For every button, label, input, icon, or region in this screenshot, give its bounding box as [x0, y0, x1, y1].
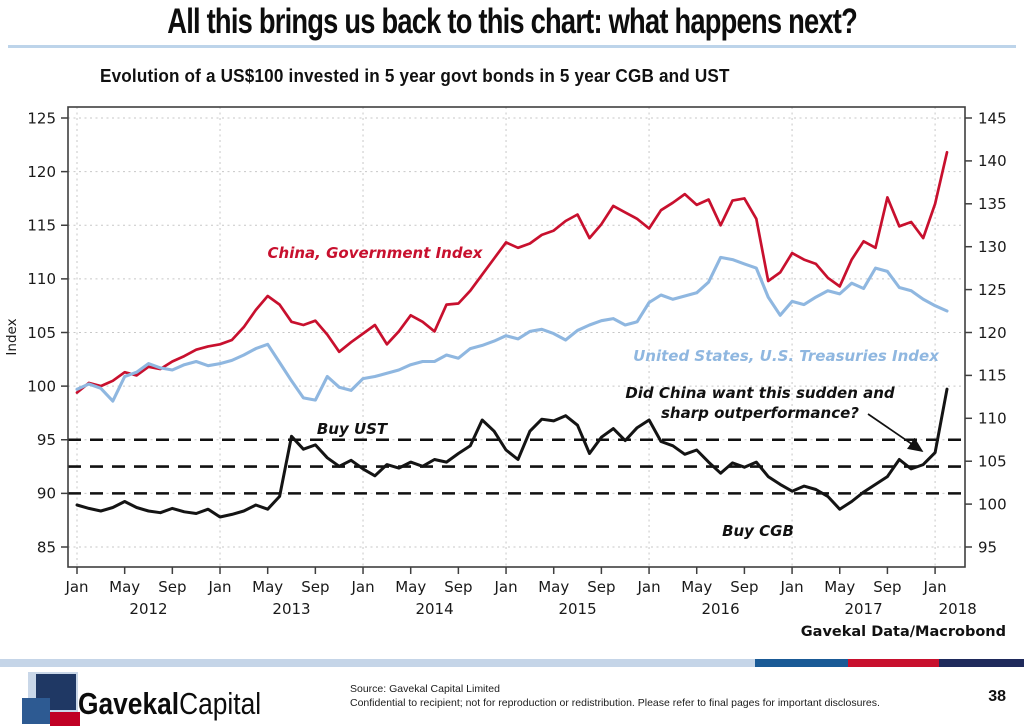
question-annotation-line1: Did China want this sudden and [625, 384, 895, 402]
page-number: 38 [988, 688, 1006, 705]
x-month-label: May [824, 578, 855, 596]
x-year-label: 2013 [272, 600, 310, 618]
x-year-label: 2018 [939, 600, 977, 618]
x-year-label: 2016 [701, 600, 739, 618]
question-annotation-line2: sharp outperformance? [661, 404, 859, 422]
logo-red-square [50, 712, 80, 726]
x-month-label: Sep [587, 578, 615, 596]
left-tick-label: 125 [27, 109, 56, 127]
data-credit: Gavekal Data/Macrobond [800, 624, 1006, 640]
x-month-label: Jan [207, 578, 231, 596]
footer-bar-segment [939, 659, 1024, 667]
left-tick-label: 100 [27, 377, 56, 395]
x-year-label: 2015 [558, 600, 596, 618]
title-divider [8, 45, 1016, 48]
right-tick-label: 125 [978, 281, 1007, 299]
right-tick-label: 115 [978, 367, 1007, 385]
footer-bar-segment [0, 659, 755, 667]
logo-blue-square [22, 698, 50, 724]
x-month-label: May [681, 578, 712, 596]
x-month-label: May [109, 578, 140, 596]
chart-title: Evolution of a US$100 invested in 5 year… [100, 66, 730, 86]
series-china-line [75, 150, 949, 394]
x-year-label: 2014 [415, 600, 453, 618]
slide-title: All this brings us back to this chart: w… [0, 2, 1024, 42]
brand-capital: Capital [179, 686, 262, 721]
left-tick-label: 95 [37, 431, 56, 449]
x-month-label: Sep [873, 578, 901, 596]
right-tick-label: 140 [978, 152, 1007, 170]
x-month-label: Jan [923, 578, 947, 596]
left-tick-label: 85 [37, 538, 56, 556]
x-month-label: Sep [158, 578, 186, 596]
right-tick-label: 110 [978, 410, 1007, 428]
right-tick-label: 135 [978, 195, 1007, 213]
series-us-line [75, 255, 949, 403]
right-tick-label: 105 [978, 452, 1007, 470]
right-tick-label: 120 [978, 324, 1007, 342]
annotation-arrow [867, 413, 924, 452]
footer-disclaimer: Source: Gavekal Capital Limited Confiden… [350, 682, 880, 710]
plot-frame [67, 106, 966, 568]
brand-wordmark: GavekalCapital [78, 686, 261, 722]
chart-svg: 85 90 95 100 105 110 115 120 125 95 100 105 110 115 12… [4, 106, 1007, 618]
x-year-label: 2012 [129, 600, 167, 618]
footer-bar-segment [848, 659, 939, 667]
confidential-line: Confidential to recipient; not for repro… [350, 697, 880, 709]
footer-color-bar [0, 659, 1024, 667]
left-tick-label: 120 [27, 163, 56, 181]
slide-title-text: All this brings us back to this chart: w… [167, 2, 857, 41]
left-tick-label: 90 [37, 485, 56, 503]
y-axis-title: Index [4, 318, 20, 355]
china-series-label: China, Government Index [268, 244, 484, 262]
series-relative-line [75, 387, 949, 519]
left-tick-label: 105 [27, 324, 56, 342]
source-line: Source: Gavekal Capital Limited [350, 683, 500, 695]
left-tick-label: 110 [27, 270, 56, 288]
x-month-label: Sep [730, 578, 758, 596]
x-month-label: Jan [350, 578, 374, 596]
x-month-label: May [395, 578, 426, 596]
us-series-label: United States, U.S. Treasuries Index [633, 347, 940, 365]
footer-bar-segment [755, 659, 848, 667]
brand-gavekal: Gavekal [78, 686, 180, 721]
right-tick-label: 95 [978, 538, 997, 556]
x-month-label: May [252, 578, 283, 596]
x-month-label: Sep [444, 578, 472, 596]
x-month-label: Jan [64, 578, 88, 596]
buy-cgb-label: Buy CGB [722, 522, 794, 540]
left-tick-label: 115 [27, 217, 56, 235]
x-month-label: Jan [636, 578, 660, 596]
x-month-label: Jan [780, 578, 804, 596]
buy-ust-label: Buy UST [317, 420, 389, 438]
right-tick-label: 130 [978, 238, 1007, 256]
x-month-label: May [538, 578, 569, 596]
x-month-label: Jan [493, 578, 517, 596]
right-tick-label: 100 [978, 495, 1007, 513]
x-year-label: 2017 [844, 600, 882, 618]
right-tick-label: 145 [978, 109, 1007, 127]
x-month-label: Sep [301, 578, 329, 596]
